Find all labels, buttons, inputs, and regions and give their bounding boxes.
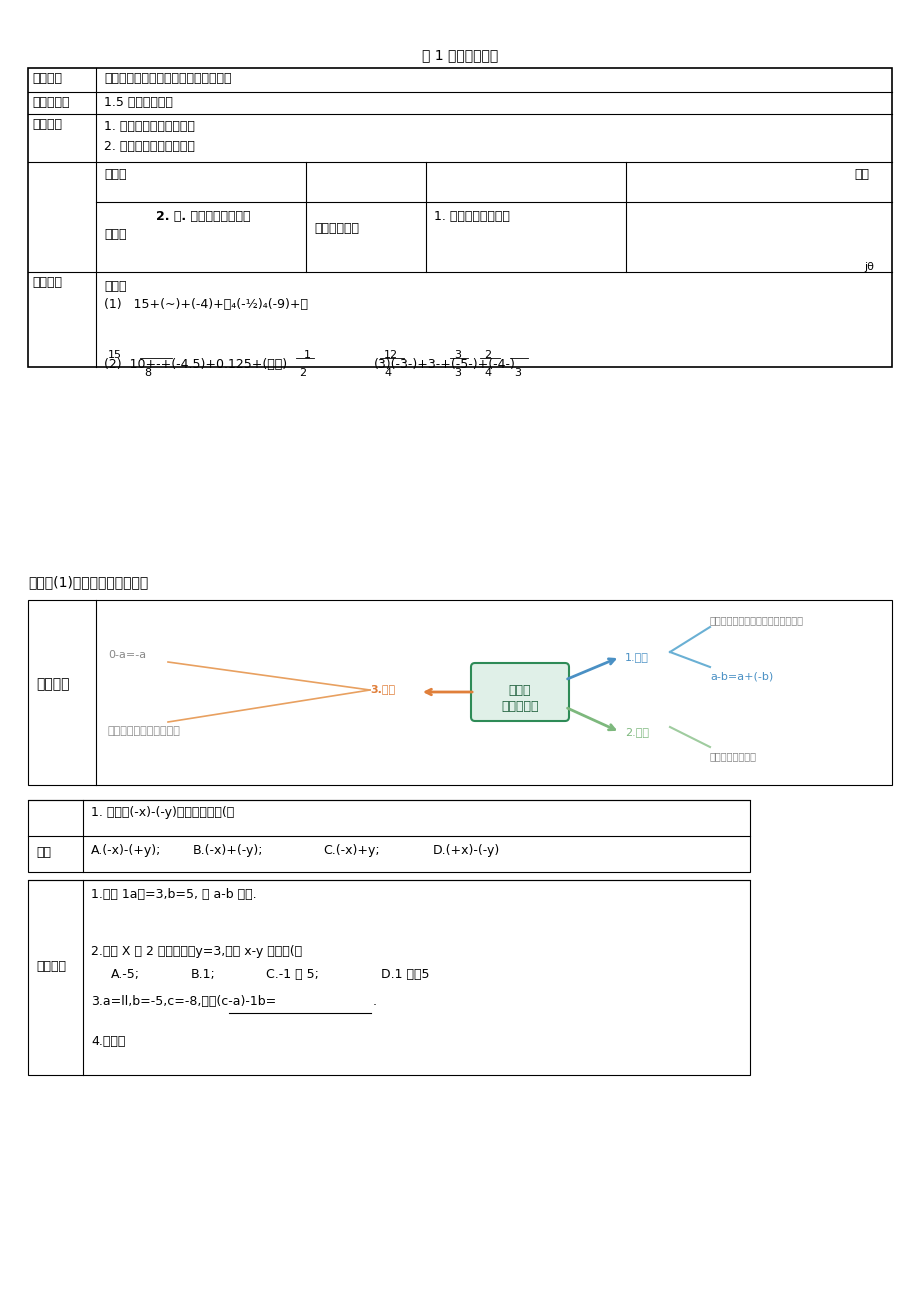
Text: 有理数的减法、有理数的加减混合运算: 有理数的减法、有理数的加减混合运算	[104, 72, 232, 85]
FancyBboxPatch shape	[28, 600, 891, 785]
Text: 法法则: 法法则	[508, 684, 530, 697]
Text: 自主学习: 自主学习	[32, 276, 62, 289]
Text: 1.5 有理数的加法: 1.5 有理数的加法	[104, 96, 173, 109]
Text: 交换律: 交换律	[104, 168, 127, 181]
Text: 思维导图: 思维导图	[36, 677, 70, 691]
Text: 1.假设 1a；=3,b=5, 求 a-b 的值.: 1.假设 1a；=3,b=5, 求 a-b 的值.	[91, 889, 256, 902]
Text: 1: 1	[303, 350, 311, 360]
Text: 结令律: 结令律	[104, 228, 127, 241]
Text: 4: 4	[383, 368, 391, 379]
Text: 15: 15	[108, 350, 122, 360]
Text: 大减小为正，小减大为负: 大减小为正，小减大为负	[108, 726, 181, 736]
Text: C.-1 或 5;: C.-1 或 5;	[266, 968, 319, 981]
Text: (2)  10+-+(-4.5)+0.125+(一一): (2) 10+-+(-4.5)+0.125+(一一)	[104, 358, 287, 371]
Text: a-b=a+(-b): a-b=a+(-b)	[709, 671, 772, 680]
Text: 1. 与式子(-x)-(-y)相等的式子是(）: 1. 与式子(-x)-(-y)相等的式子是(）	[91, 807, 234, 820]
FancyBboxPatch shape	[28, 879, 749, 1075]
Text: (3)(-3-)+3-+(-5-)+(-4-): (3)(-3-)+3-+(-5-)+(-4-)	[374, 358, 516, 371]
Text: 减法可以看成加法: 减法可以看成加法	[709, 751, 756, 761]
Text: 减去一个数等于加上这个数的相反数: 减去一个数等于加上这个数的相反数	[709, 615, 803, 624]
Text: 2. 有理数的加法运算律。: 2. 有理数的加法运算律。	[104, 141, 195, 154]
Text: 有理数的加法: 有理数的加法	[313, 222, 358, 235]
Text: 12: 12	[383, 350, 398, 360]
Text: 有理数的减: 有理数的减	[501, 700, 539, 713]
FancyBboxPatch shape	[28, 800, 749, 872]
Text: 3: 3	[514, 368, 520, 379]
Text: 第 1 章第六、七节: 第 1 章第六、七节	[422, 48, 497, 62]
Text: 2: 2	[483, 350, 491, 360]
Text: A.-5;: A.-5;	[111, 968, 140, 981]
Text: D.1 或－5: D.1 或－5	[380, 968, 429, 981]
Text: 1.内容: 1.内容	[624, 652, 648, 662]
Text: .: .	[372, 995, 377, 1008]
FancyBboxPatch shape	[28, 68, 891, 367]
Text: B.1;: B.1;	[191, 968, 216, 981]
Text: 例题: 例题	[36, 846, 51, 859]
Text: 知识点(1)有理数的减法法那么: 知识点(1)有理数的减法法那么	[28, 575, 148, 589]
Text: 2. 布. 理数的加法运算律: 2. 布. 理数的加法运算律	[156, 209, 250, 222]
Text: 知识点回忆: 知识点回忆	[32, 96, 70, 109]
Text: 4: 4	[483, 368, 491, 379]
Text: jθ: jθ	[863, 262, 873, 272]
Text: 3: 3	[453, 368, 460, 379]
Text: 2: 2	[299, 368, 306, 379]
Text: 2.假设 X 是 2 的相反数，y=3,那么 x-y 的值是(）: 2.假设 X 是 2 的相反数，y=3,那么 x-y 的值是(）	[91, 945, 301, 958]
Text: D.(+x)-(-y): D.(+x)-(-y)	[433, 844, 500, 857]
Text: A.(-x)-(+y);: A.(-x)-(+y);	[91, 844, 161, 857]
Text: 1. 有理数的加法法那么。: 1. 有理数的加法法那么。	[104, 120, 195, 133]
Text: 3.规律: 3.规律	[369, 684, 394, 693]
Text: 学习目标: 学习目标	[32, 72, 62, 85]
Text: 稳固练习: 稳固练习	[36, 960, 66, 973]
Text: 3.a=ll,b=-5,c=-8,那么(c-a)-1b=: 3.a=ll,b=-5,c=-8,那么(c-a)-1b=	[91, 995, 276, 1008]
Text: 同号: 同号	[853, 168, 868, 181]
Text: 3: 3	[453, 350, 460, 360]
Text: 1. 仃理数的加法法则: 1. 仃理数的加法法则	[434, 209, 509, 222]
Text: 计算：: 计算：	[104, 280, 127, 293]
Text: 0-a=-a: 0-a=-a	[108, 650, 146, 660]
Text: 4.计算题: 4.计算题	[91, 1036, 125, 1049]
FancyBboxPatch shape	[471, 664, 568, 721]
Text: (1)   15+(~)+(-4)+｜₄(-½)₄(-9)+｜: (1) 15+(~)+(-4)+｜₄(-½)₄(-9)+｜	[104, 298, 308, 311]
Text: C.(-x)+y;: C.(-x)+y;	[323, 844, 380, 857]
Text: 2.实质: 2.实质	[624, 727, 648, 736]
Text: 问题回忆: 问题回忆	[32, 118, 62, 131]
Text: 8: 8	[144, 368, 151, 379]
Text: B.(-x)+(-y);: B.(-x)+(-y);	[193, 844, 263, 857]
